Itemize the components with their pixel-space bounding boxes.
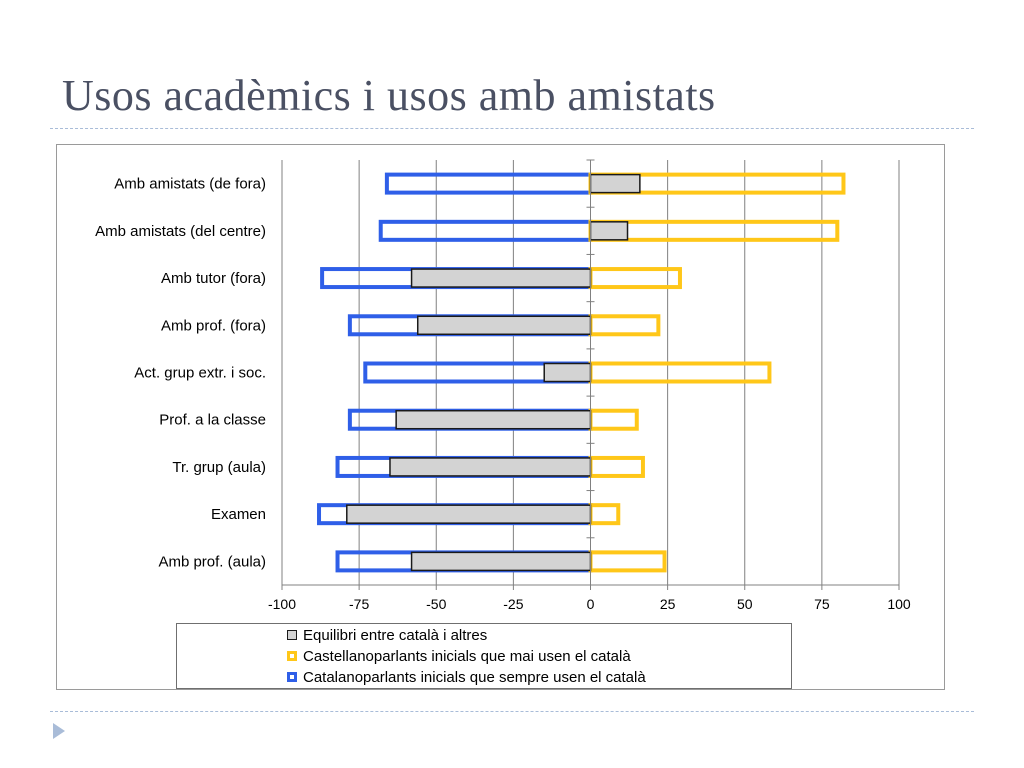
x-tick-label-0: -100 — [268, 596, 296, 612]
category-label-1: Amb amistats (del centre) — [95, 223, 266, 240]
x-tick-label-4: 0 — [587, 596, 595, 612]
footer-divider — [50, 711, 974, 712]
legend-swatch-castellano — [287, 651, 297, 661]
x-tick-label-1: -75 — [349, 596, 369, 612]
category-label-0: Amb amistats (de fora) — [114, 176, 266, 193]
x-tick-label-8: 100 — [887, 596, 911, 612]
bar-equilibri-3 — [416, 315, 592, 336]
bar-catalano-0 — [384, 172, 593, 195]
bar-castellano-8 — [588, 550, 667, 573]
legend-swatch-equilibri — [287, 630, 297, 640]
triangle-bullet-icon — [53, 723, 65, 739]
bar-equilibri-2 — [410, 268, 592, 288]
legend-label-catalano: Catalanoparlants inicials que sempre use… — [303, 668, 646, 686]
x-tick-label-5: 25 — [660, 596, 676, 612]
bar-equilibri-8 — [410, 551, 592, 572]
legend-item-catalano: Catalanoparlants inicials que sempre use… — [287, 667, 646, 687]
bar-castellano-4 — [588, 361, 772, 384]
bar-castellano-5 — [588, 408, 639, 431]
x-tick-label-6: 50 — [737, 596, 753, 612]
legend-label-equilibri: Equilibri entre català i altres — [303, 626, 488, 644]
bar-equilibri-6 — [389, 457, 592, 477]
bar-castellano-6 — [588, 455, 645, 478]
chart-legend: Equilibri entre català i altres Castella… — [176, 623, 792, 689]
legend-item-equilibri: Equilibri entre català i altres — [287, 625, 487, 645]
bar-castellano-2 — [588, 267, 682, 290]
category-label-8: Amb prof. (aula) — [158, 553, 266, 570]
category-label-4: Act. grup extr. i soc. — [134, 365, 266, 382]
bar-catalano-1 — [378, 219, 593, 242]
x-tick-label-3: -25 — [503, 596, 523, 612]
x-tick-label-2: -50 — [426, 596, 446, 612]
legend-item-castellano: Castellanoparlants inicials que mai usen… — [287, 646, 631, 666]
category-label-2: Amb tutor (fora) — [161, 270, 266, 287]
x-tick-label-7: 75 — [814, 596, 830, 612]
legend-label-castellano: Castellanoparlants inicials que mai usen… — [303, 647, 631, 665]
legend-swatch-catalano — [287, 672, 297, 682]
category-label-3: Amb prof. (fora) — [161, 317, 266, 334]
bar-castellano-3 — [588, 314, 661, 337]
bar-castellano-7 — [588, 503, 621, 526]
bar-equilibri-7 — [346, 504, 592, 524]
slide-title: Usos acadèmics i usos amb amistats — [62, 71, 716, 120]
chart-area: -100 -75 -50 -25 0 25 50 75 100 Amb amistats (de … — [56, 144, 945, 690]
bar-equilibri-4 — [543, 362, 592, 383]
bar-chart: -100 -75 -50 -25 0 25 50 75 100 Amb amistats (de … — [95, 159, 911, 612]
bar-equilibri-1 — [589, 221, 629, 241]
category-label-7: Examen — [211, 506, 266, 523]
bar-equilibri-5 — [395, 409, 592, 430]
category-label-5: Prof. a la classe — [159, 412, 266, 429]
category-label-6: Tr. grup (aula) — [172, 459, 266, 476]
title-divider — [50, 128, 974, 129]
bar-equilibri-0 — [589, 173, 641, 194]
